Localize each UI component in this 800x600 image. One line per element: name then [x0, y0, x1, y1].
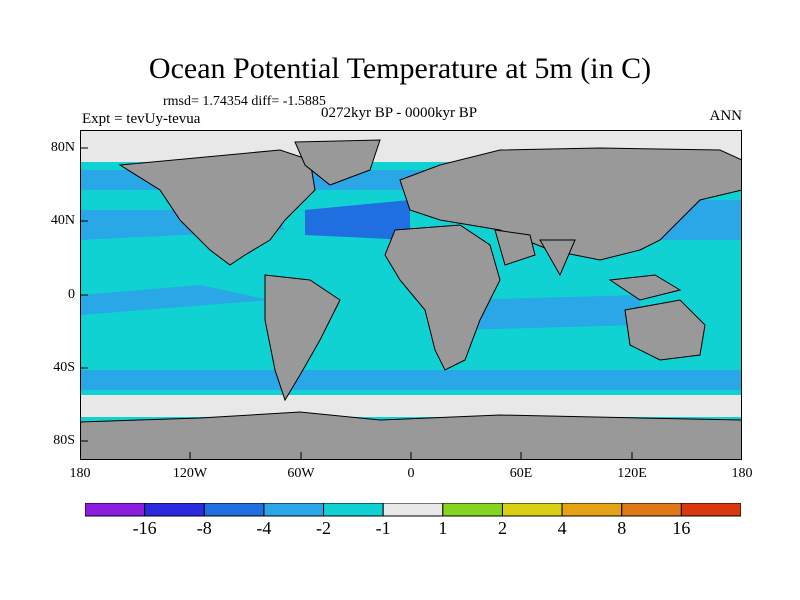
colorbar-box-10: [680, 503, 741, 517]
colorbar-box-3: [263, 503, 325, 517]
map-ticks: [80, 147, 633, 460]
colorbar-label-7: 4: [557, 518, 567, 538]
lon-label-120w: 120W: [172, 466, 208, 481]
colorbar-label-2: -4: [256, 518, 272, 538]
colorbar-label-8: 8: [617, 518, 627, 538]
lat-label-0: 0: [68, 287, 75, 302]
south-pacific-cool-zone: [80, 285, 270, 315]
lat-label-40n: 40N: [50, 213, 75, 228]
colorbar-label-6: 2: [497, 518, 507, 538]
indian-ocean-cool-zone: [460, 295, 640, 330]
colorbar-box-0: [85, 503, 146, 517]
southern-cool-band: [80, 370, 742, 390]
colorbar-box-6: [442, 503, 503, 517]
lat-label-80n: 80N: [50, 140, 75, 155]
colorbar-box-1: [144, 503, 205, 517]
indonesia: [608, 274, 682, 301]
map-panel: [80, 130, 742, 460]
colorbar-label-5: 1: [438, 518, 448, 538]
southern-neutral-zone: [80, 395, 742, 417]
lat-label-80s: 80S: [53, 433, 75, 448]
colorbar-label-4: -1: [375, 518, 391, 538]
arabia: [494, 229, 536, 266]
greenland: [294, 139, 381, 186]
colorbar-box-5: [382, 503, 444, 517]
colorbar-label-0: -16: [132, 518, 157, 538]
colorbar-label-3: -2: [316, 518, 332, 538]
colorbar-box-7: [501, 503, 563, 517]
africa: [384, 224, 501, 371]
colorbar-box-2: [203, 503, 265, 517]
colorbar-box-9: [621, 503, 682, 517]
colorbar-label-1: -8: [196, 518, 212, 538]
lon-label-0: 0: [407, 466, 415, 481]
lon-label-180w: 180: [69, 466, 91, 481]
lat-label-40s: 40S: [53, 360, 75, 375]
period-label: 0272kyr BP - 0000kyr BP: [321, 105, 478, 121]
north-atlantic-cold-zone: [305, 200, 410, 240]
colorbar-box-4: [323, 503, 384, 517]
lon-label-60e: 60E: [509, 466, 533, 481]
lon-label-180e: 180: [731, 466, 753, 481]
south-america: [264, 274, 341, 402]
experiment-label: Expt = tevUy-tevua: [82, 111, 201, 127]
lon-label-120e: 120E: [617, 466, 647, 481]
stats-text: rmsd= 1.74354 diff= -1.5885: [163, 94, 326, 109]
australia: [624, 299, 706, 361]
colorbar-label-9: 16: [672, 518, 691, 538]
india: [539, 239, 576, 277]
colorbar: [85, 503, 741, 517]
land-masses: [80, 139, 742, 460]
lon-label-60w: 60W: [287, 466, 315, 481]
eurasia: [399, 147, 742, 261]
plot-title: Ocean Potential Temperature at 5m (in C): [148, 52, 652, 85]
antarctica: [80, 411, 742, 460]
colorbar-box-8: [561, 503, 623, 517]
season-label: ANN: [709, 108, 743, 124]
